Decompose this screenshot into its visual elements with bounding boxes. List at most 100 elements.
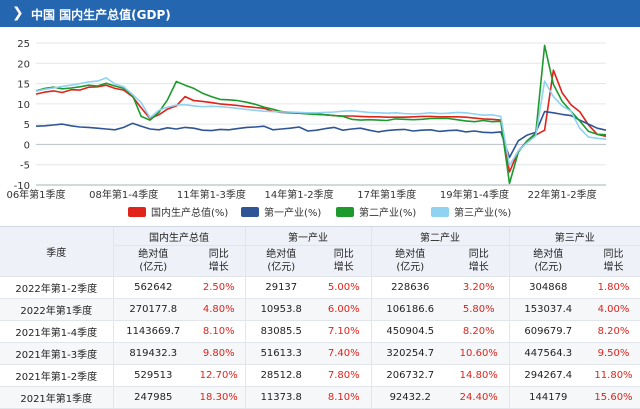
yoy-growth-cell: 8.20% <box>587 320 640 343</box>
y-tick-label: 0 <box>24 140 30 151</box>
legend-swatch <box>128 207 146 217</box>
yoy-growth-cell: 9.50% <box>587 342 640 365</box>
abs-value-cell: 1143669.7 <box>112 320 193 343</box>
abs-value-cell: 92432.2 <box>370 386 449 409</box>
yoy-growth-cell: 14.80% <box>449 364 509 387</box>
yoy-growth-subheader: 同比 增长 <box>449 245 509 277</box>
abs-value-cell: 10953.8 <box>244 298 317 321</box>
abs-value-cell: 247985 <box>112 386 193 409</box>
yoy-growth-cell: 24.40% <box>449 386 509 409</box>
yoy-growth-subheader: 同比 增长 <box>193 245 245 277</box>
abs-value-cell: 28512.8 <box>244 364 317 387</box>
legend-label[interactable]: 第二产业(%) <box>359 206 416 219</box>
yoy-growth-cell: 4.00% <box>587 298 640 321</box>
x-tick-label: 14年第1-2季度 <box>265 188 334 201</box>
y-tick-label: 25 <box>17 39 30 50</box>
abs-value-subheader: 绝对值 (亿元) <box>370 245 449 277</box>
gdp-line-chart: -10 -5 0 5 10 15 20 25 06年第1季度 08年第1-4季度 11年第1-3季度… <box>6 39 607 219</box>
abs-value-cell: 153037.4 <box>508 298 587 321</box>
yoy-growth-subheader: 同比 增长 <box>317 245 371 277</box>
yoy-growth-cell: 7.40% <box>317 342 371 365</box>
yoy-growth-cell: 3.20% <box>449 276 509 299</box>
abs-value-subheader: 绝对值 (亿元) <box>112 245 193 277</box>
abs-value-cell: 270177.8 <box>112 298 193 321</box>
y-tick-label: -10 <box>14 181 30 192</box>
yoy-growth-cell: 11.80% <box>587 364 640 387</box>
page-header: ❯ 中国 国内生产总值(GDP) <box>0 0 640 27</box>
legend-label[interactable]: 第三产业(%) <box>454 206 511 219</box>
abs-value-cell: 529513 <box>112 364 193 387</box>
y-tick-label: 5 <box>24 120 30 131</box>
series-line <box>35 77 607 167</box>
yoy-growth-cell: 8.20% <box>449 320 509 343</box>
table-row: 2022年第1季度 270177.8 4.80% 10953.8 6.00% 106186… <box>0 298 640 321</box>
abs-value-cell: 144179 <box>508 386 587 409</box>
table-row: 2021年第1-2季度 529513 12.70% 28512.8 7.80% 20673… <box>0 364 640 387</box>
legend-swatch <box>336 207 354 217</box>
abs-value-cell: 83085.5 <box>244 320 317 343</box>
yoy-growth-cell: 7.80% <box>317 364 371 387</box>
gdp-group-header: 国内生产总值 <box>112 226 245 246</box>
legend-swatch <box>431 207 449 217</box>
yoy-growth-cell: 8.10% <box>193 320 245 343</box>
gdp-data-table: 季度 国内生产总值 第一产业 第二产业 第三产业 绝对值 (亿元) 同比 增长 绝对值(… <box>0 226 640 409</box>
legend-swatch <box>241 207 259 217</box>
quarter-cell: 2021年第1-4季度 <box>0 320 113 343</box>
x-tick-label: 22年第1-2季度 <box>528 188 597 201</box>
yoy-growth-cell: 9.80% <box>193 342 245 365</box>
abs-value-cell: 609679.7 <box>508 320 587 343</box>
primary-industry-group-header: 第一产业 <box>244 226 371 246</box>
yoy-growth-subheader: 同比 增长 <box>587 245 640 277</box>
y-tick-label: 15 <box>17 80 30 91</box>
quarter-cell: 2022年第1-2季度 <box>0 276 113 299</box>
y-tick-label: 10 <box>17 100 30 111</box>
x-tick-label: 19年第1-4季度 <box>440 188 509 201</box>
table-row: 2022年第1-2季度 562642 2.50% 29137 5.00% 228636 3.… <box>0 276 640 299</box>
y-tick-label: 20 <box>17 59 30 70</box>
table-row: 2021年第1-3季度 819432.3 9.80% 51613.3 7.40% 3202… <box>0 342 640 365</box>
abs-value-subheader: 绝对值 (亿元) <box>508 245 587 277</box>
x-tick-label: 08年第1-4季度 <box>89 188 158 201</box>
yoy-growth-cell: 2.50% <box>193 276 245 299</box>
yoy-growth-cell: 15.60% <box>587 386 640 409</box>
secondary-industry-group-header: 第二产业 <box>370 226 509 246</box>
abs-value-cell: 29137 <box>244 276 317 299</box>
yoy-growth-cell: 18.30% <box>193 386 245 409</box>
yoy-growth-cell: 4.80% <box>193 298 245 321</box>
table-row: 2021年第1-4季度 1143669.7 8.10% 83085.5 7.10% 450… <box>0 320 640 343</box>
abs-value-subheader: 绝对值 (亿元) <box>244 245 317 277</box>
tertiary-industry-group-header: 第三产业 <box>508 226 640 246</box>
yoy-growth-cell: 10.60% <box>449 342 509 365</box>
legend-label[interactable]: 第一产业(%) <box>264 206 321 219</box>
abs-value-cell: 228636 <box>370 276 449 299</box>
abs-value-cell: 562642 <box>112 276 193 299</box>
abs-value-cell: 320254.7 <box>370 342 449 365</box>
yoy-growth-cell: 5.80% <box>449 298 509 321</box>
x-tick-label: 17年第1季度 <box>357 188 416 201</box>
yoy-growth-cell: 5.00% <box>317 276 371 299</box>
page-title: 中国 国内生产总值(GDP) <box>31 8 171 22</box>
abs-value-cell: 447564.3 <box>508 342 587 365</box>
yoy-growth-cell: 7.10% <box>317 320 371 343</box>
abs-value-cell: 294267.4 <box>508 364 587 387</box>
abs-value-cell: 304868 <box>508 276 587 299</box>
chevron-right-icon[interactable]: ❯ <box>12 5 24 21</box>
table-row: 2021年第1季度 247985 18.30% 11373.8 8.10% 92432.2… <box>0 386 640 409</box>
yoy-growth-cell: 6.00% <box>317 298 371 321</box>
abs-value-cell: 106186.6 <box>370 298 449 321</box>
x-tick-label: 11年第1-3季度 <box>177 188 246 201</box>
yoy-growth-cell: 1.80% <box>587 276 640 299</box>
abs-value-cell: 11373.8 <box>244 386 317 409</box>
yoy-growth-cell: 8.10% <box>317 386 371 409</box>
y-tick-label: -5 <box>20 161 30 172</box>
x-tick-label: 06年第1季度 <box>6 188 65 201</box>
abs-value-cell: 206732.7 <box>370 364 449 387</box>
yoy-growth-cell: 12.70% <box>193 364 245 387</box>
quarter-cell: 2021年第1-2季度 <box>0 364 113 387</box>
legend-label[interactable]: 国内生产总值(%) <box>151 206 228 219</box>
quarter-column-header: 季度 <box>0 226 113 277</box>
quarter-cell: 2021年第1-3季度 <box>0 342 113 365</box>
abs-value-cell: 51613.3 <box>244 342 317 365</box>
abs-value-cell: 819432.3 <box>112 342 193 365</box>
series-line <box>35 110 607 159</box>
